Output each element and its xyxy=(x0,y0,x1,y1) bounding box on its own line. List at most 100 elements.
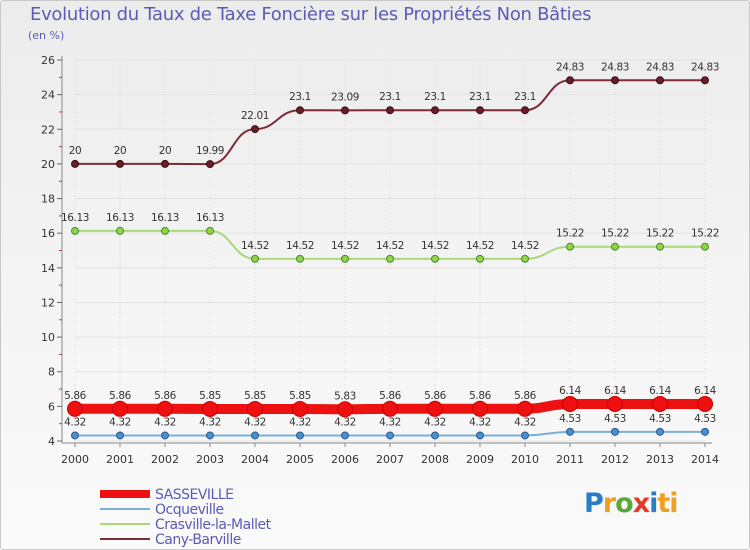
x-tick-label: 2002 xyxy=(151,453,179,466)
data-label: 16.13 xyxy=(106,212,134,224)
data-point xyxy=(476,254,484,263)
data-label: 23.1 xyxy=(289,91,311,103)
data-point xyxy=(386,254,394,263)
data-point xyxy=(652,395,668,412)
data-label: 4.32 xyxy=(244,416,266,428)
data-label: 4.32 xyxy=(469,416,491,428)
y-tick-label: 12 xyxy=(41,296,55,309)
data-point xyxy=(431,254,439,263)
data-point xyxy=(431,106,439,115)
data-label: 14.52 xyxy=(331,240,359,252)
data-point xyxy=(206,431,214,440)
data-label: 6.14 xyxy=(649,385,671,397)
data-point xyxy=(116,159,124,168)
data-label: 4.53 xyxy=(604,413,626,425)
data-point xyxy=(161,159,169,168)
data-point xyxy=(202,400,218,417)
logo-letter: ti xyxy=(657,488,678,519)
x-tick-label: 2011 xyxy=(556,453,584,466)
data-label: 4.32 xyxy=(514,416,536,428)
logo-letter: i xyxy=(649,488,658,519)
legend-label: Crasville-la-Mallet xyxy=(155,517,272,533)
data-point xyxy=(566,427,574,436)
data-label: 4.32 xyxy=(289,416,311,428)
data-point xyxy=(71,431,79,440)
data-label: 16.13 xyxy=(61,212,89,224)
data-point xyxy=(521,106,529,115)
data-point xyxy=(161,226,169,235)
data-point xyxy=(431,431,439,440)
y-tick-label: 4 xyxy=(48,435,55,448)
data-label: 5.83 xyxy=(334,390,356,402)
logo-letter: r xyxy=(602,488,616,519)
data-point xyxy=(476,431,484,440)
data-label: 5.86 xyxy=(379,390,401,402)
data-label: 22.01 xyxy=(241,110,269,122)
data-point xyxy=(562,395,578,412)
data-label: 24.83 xyxy=(691,61,719,73)
data-label: 19.99 xyxy=(196,145,224,157)
data-point xyxy=(296,106,304,115)
data-point xyxy=(341,254,349,263)
data-label: 16.13 xyxy=(151,212,179,224)
data-label: 23.1 xyxy=(514,91,536,103)
y-tick-label: 8 xyxy=(48,366,55,379)
data-label: 5.86 xyxy=(64,390,86,402)
data-label: 23.1 xyxy=(469,91,491,103)
data-label: 4.32 xyxy=(109,416,131,428)
data-point xyxy=(341,106,349,115)
data-label: 14.52 xyxy=(511,240,539,252)
data-point xyxy=(161,431,169,440)
x-tick-label: 2014 xyxy=(691,453,719,466)
x-tick-label: 2006 xyxy=(331,453,359,466)
data-label: 4.32 xyxy=(64,416,86,428)
data-label: 6.14 xyxy=(604,385,626,397)
data-point xyxy=(701,76,709,85)
data-point xyxy=(566,76,574,85)
data-point xyxy=(116,431,124,440)
y-tick-label: 16 xyxy=(41,227,55,240)
data-point xyxy=(251,125,259,134)
data-point xyxy=(611,427,619,436)
x-tick-label: 2001 xyxy=(106,453,134,466)
data-label: 4.32 xyxy=(154,416,176,428)
data-point xyxy=(701,242,709,251)
data-point xyxy=(521,254,529,263)
chart-title: Evolution du Taux de Taxe Foncière sur l… xyxy=(30,4,592,25)
data-label: 24.83 xyxy=(556,61,584,73)
data-label: 5.86 xyxy=(109,390,131,402)
x-tick-label: 2004 xyxy=(241,453,269,466)
data-point xyxy=(296,431,304,440)
data-point xyxy=(247,400,263,417)
data-point xyxy=(656,427,664,436)
data-label: 4.32 xyxy=(334,416,356,428)
logo-letter: P xyxy=(584,488,604,519)
data-point xyxy=(611,242,619,251)
x-tick-label: 2005 xyxy=(286,453,314,466)
data-label: 5.86 xyxy=(469,390,491,402)
data-label: 5.85 xyxy=(289,390,311,402)
data-point xyxy=(206,160,214,169)
data-label: 6.14 xyxy=(694,385,716,397)
x-tick-label: 2000 xyxy=(61,453,89,466)
data-point xyxy=(472,400,488,417)
logo-letter: o xyxy=(615,488,634,519)
data-point xyxy=(292,400,308,417)
data-label: 4.53 xyxy=(694,413,716,425)
data-label: 5.86 xyxy=(514,390,536,402)
logo-letter: x xyxy=(632,488,650,519)
data-label: 24.83 xyxy=(646,61,674,73)
data-point xyxy=(611,76,619,85)
data-label: 23.1 xyxy=(424,91,446,103)
data-label: 4.32 xyxy=(424,416,446,428)
data-label: 14.52 xyxy=(421,240,449,252)
data-label: 14.52 xyxy=(466,240,494,252)
data-label: 5.86 xyxy=(154,390,176,402)
proxiti-logo: Proxiti xyxy=(584,488,679,519)
data-point xyxy=(251,431,259,440)
y-tick-label: 14 xyxy=(41,262,55,275)
data-label: 4.32 xyxy=(379,416,401,428)
data-label: 15.22 xyxy=(556,228,584,240)
data-point xyxy=(656,242,664,251)
data-label: 20 xyxy=(69,145,82,157)
